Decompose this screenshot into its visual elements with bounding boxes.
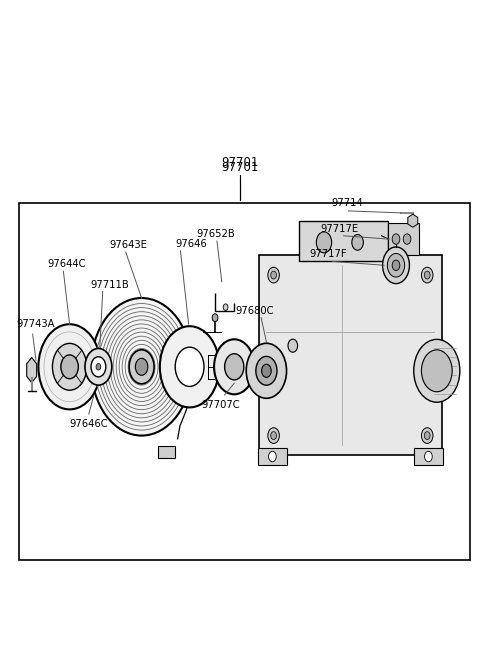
Circle shape xyxy=(225,354,244,380)
FancyBboxPatch shape xyxy=(414,448,443,465)
Text: 97743A: 97743A xyxy=(17,319,55,329)
Text: 97701: 97701 xyxy=(221,160,259,174)
Circle shape xyxy=(392,260,400,271)
Text: 97707C: 97707C xyxy=(202,400,240,409)
Circle shape xyxy=(421,267,433,283)
Text: 97644C: 97644C xyxy=(47,259,85,269)
FancyBboxPatch shape xyxy=(258,448,287,465)
Circle shape xyxy=(288,339,298,352)
Circle shape xyxy=(268,428,279,443)
Circle shape xyxy=(421,350,452,392)
Circle shape xyxy=(256,356,277,385)
Circle shape xyxy=(352,234,363,250)
Text: 97680C: 97680C xyxy=(235,306,274,316)
Polygon shape xyxy=(27,358,36,383)
Circle shape xyxy=(403,234,411,244)
Text: 97643E: 97643E xyxy=(109,240,147,250)
Circle shape xyxy=(214,339,254,394)
Circle shape xyxy=(38,324,101,409)
Circle shape xyxy=(52,343,87,390)
Circle shape xyxy=(271,432,276,440)
Text: 97701: 97701 xyxy=(221,156,259,169)
Circle shape xyxy=(414,339,460,402)
Circle shape xyxy=(387,253,405,277)
Text: 97711B: 97711B xyxy=(90,280,129,290)
Circle shape xyxy=(212,314,218,322)
Circle shape xyxy=(421,428,433,443)
FancyBboxPatch shape xyxy=(259,255,442,455)
Text: 97646C: 97646C xyxy=(70,419,108,429)
Circle shape xyxy=(271,271,276,279)
Circle shape xyxy=(160,326,219,407)
Circle shape xyxy=(175,347,204,386)
Text: 97646: 97646 xyxy=(175,239,207,249)
Circle shape xyxy=(61,355,78,379)
FancyBboxPatch shape xyxy=(388,223,419,255)
Text: 97714: 97714 xyxy=(331,198,363,208)
Circle shape xyxy=(91,298,192,436)
Circle shape xyxy=(96,364,101,370)
Circle shape xyxy=(383,247,409,284)
Circle shape xyxy=(129,350,154,384)
Text: 97717F: 97717F xyxy=(310,250,347,259)
Polygon shape xyxy=(408,214,418,227)
Circle shape xyxy=(424,432,430,440)
Circle shape xyxy=(85,348,112,385)
Circle shape xyxy=(262,364,271,377)
Circle shape xyxy=(424,451,432,462)
FancyBboxPatch shape xyxy=(158,446,175,458)
Text: 97717E: 97717E xyxy=(321,224,359,234)
Circle shape xyxy=(269,451,276,462)
Circle shape xyxy=(91,357,106,377)
FancyBboxPatch shape xyxy=(19,203,470,560)
Circle shape xyxy=(246,343,287,398)
Circle shape xyxy=(135,358,148,375)
FancyBboxPatch shape xyxy=(299,221,388,261)
Circle shape xyxy=(223,304,228,310)
Circle shape xyxy=(424,271,430,279)
Circle shape xyxy=(392,234,400,244)
Text: 97652B: 97652B xyxy=(197,229,236,239)
Circle shape xyxy=(316,232,332,253)
Circle shape xyxy=(268,267,279,283)
